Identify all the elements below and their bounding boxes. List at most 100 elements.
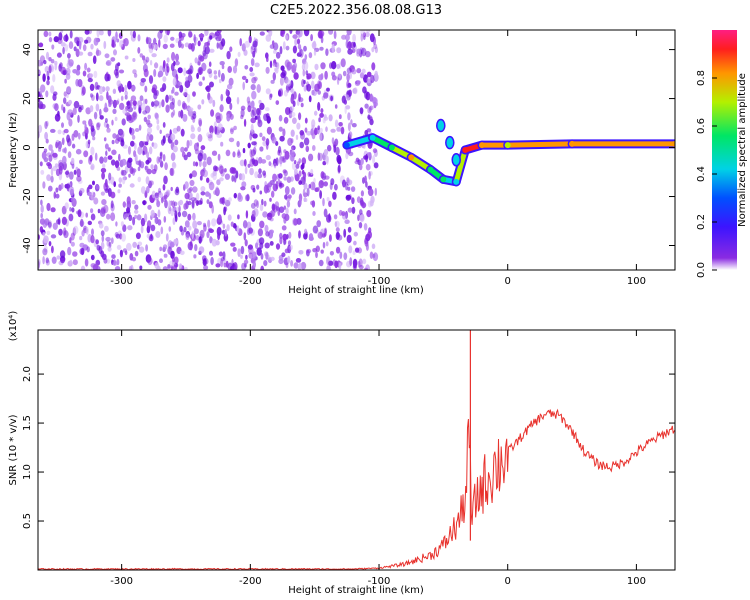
noise-blob (122, 201, 127, 208)
noise-blob (79, 242, 85, 248)
noise-blob (312, 145, 316, 151)
noise-blob (374, 70, 378, 77)
noise-blob (163, 34, 168, 43)
noise-blob (360, 33, 364, 42)
noise-blob (197, 126, 202, 133)
noise-blob (93, 37, 99, 46)
noise-blob (151, 87, 157, 94)
noise-blob (159, 30, 164, 34)
noise-blob (211, 204, 214, 214)
noise-blob (298, 262, 302, 270)
noise-blob (241, 181, 247, 188)
noise-blob (132, 111, 138, 120)
noise-blob (253, 76, 258, 82)
noise-blob (76, 168, 81, 178)
noise-blob (132, 241, 138, 248)
noise-blob (46, 230, 51, 236)
noise-blob (156, 156, 160, 164)
noise-blob (213, 70, 217, 75)
noise-blob (224, 168, 227, 173)
noise-blob (73, 46, 77, 52)
noise-blob (297, 30, 301, 39)
noise-blob (209, 48, 215, 53)
noise-blob (319, 152, 323, 162)
noise-blob (46, 174, 51, 182)
noise-blob (249, 167, 254, 176)
noise-blob (66, 86, 72, 94)
noise-blob (126, 196, 131, 205)
noise-blob (292, 58, 296, 64)
noise-blob (181, 210, 188, 218)
noise-blob (257, 228, 263, 237)
noise-blob (244, 40, 250, 48)
noise-blob (99, 156, 104, 164)
noise-blob (191, 231, 194, 240)
noise-blob (190, 126, 195, 133)
noise-blob (115, 71, 119, 79)
noise-blob (149, 59, 153, 66)
noise-blob (116, 80, 121, 87)
snr-y-multiplier: (x10⁴) (8, 311, 19, 342)
noise-blob (209, 125, 214, 134)
noise-blob (50, 207, 56, 213)
noise-blob (195, 234, 200, 241)
noise-blob (175, 263, 179, 268)
noise-blob (308, 95, 312, 103)
noise-blob (335, 227, 340, 233)
noise-blob (146, 151, 150, 159)
noise-blob (264, 224, 269, 233)
noise-blob (140, 217, 146, 227)
noise-blob (159, 246, 163, 252)
noise-blob (198, 119, 202, 127)
colorbar-tick-label: 0.8 (696, 70, 707, 86)
noise-blob (94, 152, 98, 161)
noise-blob (223, 262, 227, 268)
noise-blob (122, 144, 128, 149)
noise-blob (358, 258, 363, 268)
noise-blob (117, 128, 124, 136)
noise-blob (184, 42, 190, 48)
noise-blob (250, 123, 254, 132)
noise-blob (304, 117, 308, 124)
noise-blob (208, 96, 213, 104)
noise-blob (294, 160, 297, 165)
noise-blob (192, 212, 196, 221)
noise-blob (223, 233, 229, 242)
noise-blob (278, 126, 283, 132)
noise-blob (142, 140, 146, 147)
noise-blob (61, 122, 64, 128)
noise-blob (165, 104, 170, 113)
noise-blob (44, 131, 48, 140)
noise-blob (55, 141, 59, 149)
noise-blob (372, 252, 379, 262)
noise-blob (331, 137, 335, 145)
noise-blob (298, 170, 302, 177)
noise-blob (68, 171, 74, 180)
noise-blob (323, 92, 329, 99)
noise-blob (328, 200, 332, 207)
noise-blob (65, 33, 68, 42)
noise-blob (121, 118, 126, 126)
noise-blob (200, 191, 206, 196)
noise-blob (249, 148, 253, 158)
noise-blob (303, 45, 307, 52)
x-tick-label: 0 (505, 576, 511, 587)
noise-blob (359, 72, 365, 79)
noise-blob (351, 123, 357, 128)
noise-blob (217, 123, 223, 131)
noise-blob (174, 256, 179, 264)
noise-blob (198, 236, 202, 244)
noise-blob (250, 202, 256, 209)
noise-blob (146, 186, 150, 194)
noise-blob (170, 265, 174, 270)
noise-blob (112, 108, 117, 115)
noise-blob (52, 74, 56, 83)
noise-blob (193, 142, 199, 152)
noise-blob (367, 188, 374, 197)
noise-blob (359, 209, 363, 216)
noise-blob (303, 182, 308, 190)
noise-blob (184, 266, 188, 270)
noise-blob (72, 251, 78, 257)
noise-blob (172, 77, 177, 87)
noise-blob (68, 118, 73, 127)
